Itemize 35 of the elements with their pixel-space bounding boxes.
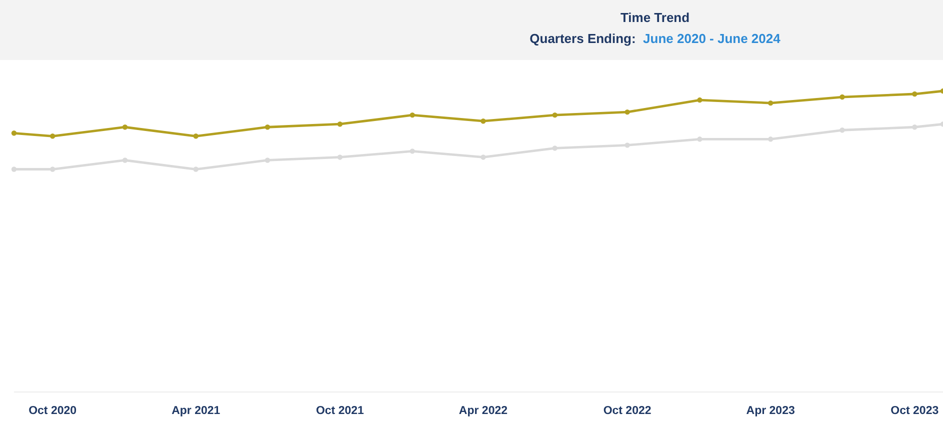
point (193, 134, 198, 139)
x-tick-label: Apr 2021 (172, 405, 221, 417)
point (552, 112, 558, 118)
point (840, 128, 845, 133)
point (624, 142, 630, 148)
x-tick-label: Apr 2023 (746, 405, 795, 417)
point (11, 130, 17, 136)
point (552, 146, 558, 151)
x-tick-label: Oct 2022 (603, 405, 652, 417)
x-tick-label: Oct 2021 (316, 405, 365, 417)
x-tick-label: Apr 2022 (458, 405, 508, 417)
point (122, 158, 128, 163)
point (697, 97, 702, 103)
point (624, 109, 630, 115)
chart-subtitle: Quarters Ending: June 2020 - June 2024 (530, 31, 782, 46)
point (193, 166, 198, 172)
point (410, 112, 415, 118)
point (410, 148, 415, 154)
chart-title: Time Trend (620, 10, 690, 25)
point (480, 154, 486, 160)
point (697, 136, 702, 142)
point (912, 124, 918, 130)
point (11, 166, 17, 172)
x-tick-label: Oct 2020 (28, 405, 77, 417)
point (264, 124, 270, 130)
point (337, 122, 343, 127)
point (912, 91, 918, 97)
x-tick-label: Oct 2023 (890, 405, 939, 417)
point (768, 100, 774, 106)
point (337, 154, 343, 160)
point (480, 118, 486, 124)
point (840, 94, 845, 100)
point (122, 124, 128, 130)
point (50, 134, 56, 139)
point (264, 158, 270, 163)
